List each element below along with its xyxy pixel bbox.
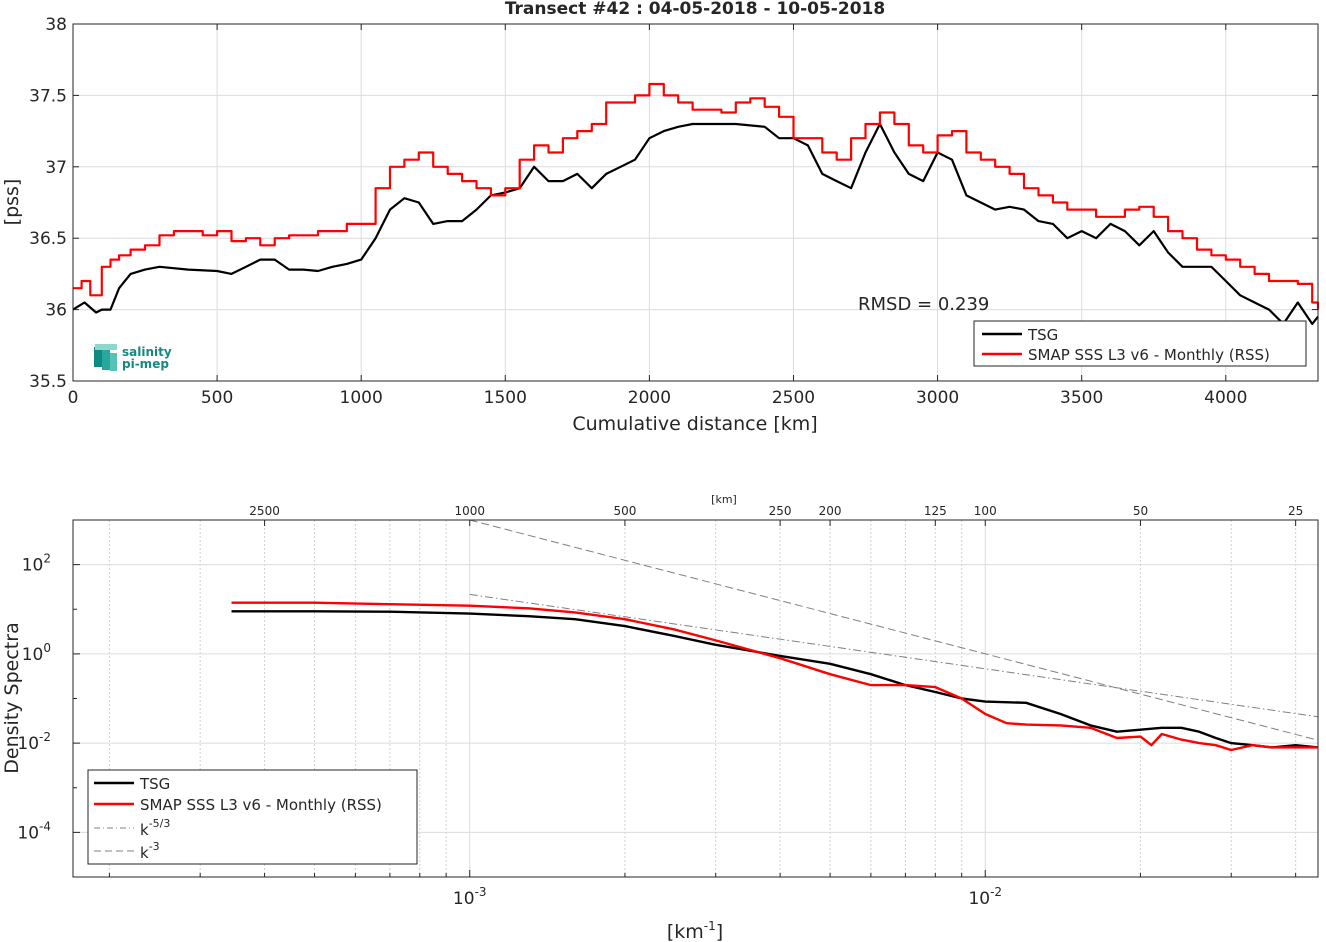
top-legend-tsg: TSG: [1027, 326, 1058, 344]
bottom-ytick-label: 100: [22, 641, 51, 665]
bottom-top-xtick-label: 100: [974, 504, 997, 518]
top-xtick-label: 4000: [1204, 388, 1247, 408]
top-xtick-label: 2500: [772, 388, 815, 408]
top-xtick-label: 500: [201, 388, 233, 408]
rmsd-annotation: RMSD = 0.239: [858, 294, 989, 315]
bottom-legend: TSG SMAP SSS L3 v6 - Monthly (RSS) k-5/3…: [87, 769, 418, 865]
k3-reference-line: [469, 519, 1319, 741]
tsg-spectrum-line: [231, 610, 1319, 749]
top-ytick-label: 38: [45, 15, 67, 35]
top-xtick-label: 1000: [340, 388, 383, 408]
bottom-top-xtick-label: 1000: [454, 504, 485, 518]
top-xtick-label: 0: [68, 388, 79, 408]
top-ylabel: [pss]: [1, 179, 23, 226]
top-ytick-label: 35.5: [29, 372, 67, 392]
transect-panel: 0 500 1000 1500 2000 2500 3000 3500 4000 35.5 36 36…: [1, 0, 1320, 435]
top-xtick-label: 3000: [916, 388, 959, 408]
top-ticks: 0 500 1000 1500 2000 2500 3000 3500 4000 35.5 36 36…: [29, 15, 1318, 408]
logo-text-pi-mep: pi-mep: [122, 357, 169, 371]
bottom-ticks: 10-3 10-2 10-4 10-2 100 102 2500 1000 500 250 200 1…: [17, 504, 1303, 909]
bottom-ytick-label: 102: [22, 552, 51, 576]
top-title: Transect #42 : 04-05-2018 - 10-05-2018: [505, 0, 885, 19]
bottom-top-axis-label: [km]: [711, 493, 737, 506]
bottom-top-xtick-label: 500: [613, 504, 636, 518]
top-ytick-label: 37.5: [29, 86, 67, 106]
bottom-top-xtick-label: 25: [1288, 504, 1303, 518]
bottom-xtick-label: 10-3: [453, 885, 487, 909]
salinity-pi-mep-logo: salinity pi-mep: [94, 344, 172, 371]
bottom-legend-tsg: TSG: [139, 775, 170, 793]
bottom-xtick-label: 10-2: [968, 885, 1002, 909]
top-ytick-label: 36.5: [29, 229, 67, 249]
bottom-ylabel: Density Spectra: [1, 622, 23, 773]
top-xtick-label: 2000: [628, 388, 671, 408]
bottom-top-xtick-label: 50: [1133, 504, 1148, 518]
spectra-panel: 10-3 10-2 10-4 10-2 100 102 2500 1000 500 250 200 1…: [1, 493, 1319, 942]
logo-mark-icon: [94, 344, 117, 371]
bottom-lines: [231, 519, 1319, 752]
top-xtick-label: 1500: [484, 388, 527, 408]
smap-spectrum-line: [231, 601, 1318, 752]
bottom-top-xtick-label: 250: [769, 504, 792, 518]
k53-reference-line: [469, 593, 1319, 718]
smap-series-line: [73, 82, 1320, 310]
top-lines: [72, 82, 1320, 325]
bottom-top-xtick-label: 125: [924, 504, 947, 518]
bottom-legend-smap: SMAP SSS L3 v6 - Monthly (RSS): [140, 796, 382, 814]
top-ytick-label: 36: [45, 301, 67, 321]
bottom-top-xtick-label: 2500: [249, 504, 280, 518]
bottom-top-xtick-label: 200: [819, 504, 842, 518]
top-ytick-label: 37: [45, 158, 67, 178]
bottom-ytick-label: 10-2: [17, 730, 51, 754]
top-legend-smap: SMAP SSS L3 v6 - Monthly (RSS): [1028, 346, 1270, 364]
top-xlabel: Cumulative distance [km]: [572, 413, 817, 435]
logo-text-salinity: salinity: [122, 345, 172, 359]
tsg-series-line: [72, 122, 1319, 325]
bottom-xlabel: [km-1]: [667, 919, 723, 942]
top-legend: TSG SMAP SSS L3 v6 - Monthly (RSS): [973, 320, 1307, 367]
bottom-ytick-label: 10-4: [17, 819, 51, 843]
top-xtick-label: 3500: [1060, 388, 1103, 408]
